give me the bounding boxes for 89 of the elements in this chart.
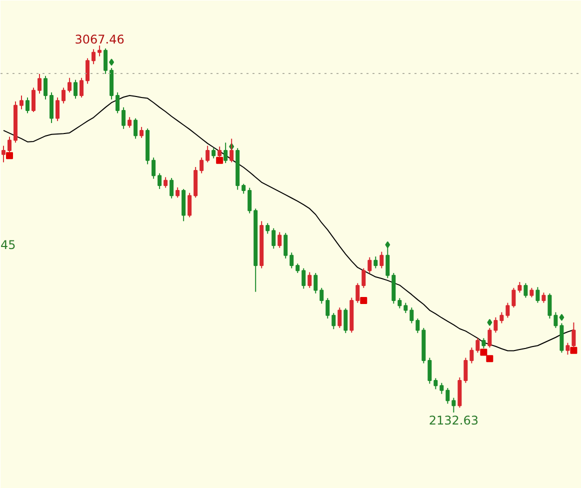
candlestick: [434, 378, 438, 390]
candlestick: [326, 298, 330, 320]
candlestick: [50, 92, 54, 124]
candlestick: [176, 186, 180, 198]
candlestick: [224, 142, 228, 164]
candlestick: [542, 292, 546, 304]
candlestick: [284, 232, 288, 259]
candlestick: [494, 316, 498, 334]
candlestick: [524, 282, 528, 298]
point: [487, 318, 492, 326]
candlestick: [512, 287, 516, 308]
candlestick: [554, 312, 558, 328]
candlestick: [92, 48, 96, 65]
candlestick: [428, 357, 432, 384]
candlestick: [122, 106, 126, 130]
candlestick: [242, 183, 246, 194]
candlestick: [80, 77, 84, 98]
candlestick: [266, 222, 270, 234]
candlestick: [74, 79, 78, 100]
candlestick: [380, 251, 384, 269]
candlestick: [368, 256, 372, 274]
candlestick: [26, 97, 30, 114]
candlestick: [482, 338, 486, 349]
candlestick: [164, 176, 168, 188]
annotation: 2132.63: [428, 414, 478, 428]
candlestick: [62, 87, 66, 104]
candlestick: [206, 145, 210, 163]
point: [360, 296, 368, 304]
candlestick: [530, 287, 534, 298]
candlestick: [356, 282, 360, 304]
candlestick: [86, 58, 90, 84]
candlestick: [488, 327, 492, 348]
candlestick: [278, 232, 282, 248]
point: [6, 152, 14, 160]
annotation: 45: [0, 238, 16, 252]
point: [109, 58, 114, 66]
candlestick: [404, 302, 408, 314]
point: [216, 156, 224, 164]
candlestick: [68, 77, 72, 93]
candlestick: [56, 97, 60, 122]
candlestick: [344, 308, 348, 334]
candlestick: [452, 397, 456, 413]
candlestick: [2, 145, 6, 163]
candlestick: [308, 272, 312, 288]
candlestick: [272, 228, 276, 250]
candlestick: [548, 292, 552, 320]
candlestick: [536, 286, 540, 304]
candlestick: [44, 75, 48, 100]
candlestick: [290, 252, 294, 269]
annotation: 3067.46: [74, 32, 124, 46]
candlestick: [116, 92, 120, 114]
point: [486, 355, 494, 362]
candlestick: [248, 187, 252, 214]
candlestick: [518, 282, 522, 294]
candlestick: [200, 157, 204, 174]
candlestick: [338, 307, 342, 328]
candlestick: [20, 95, 24, 110]
candlestick: [320, 287, 324, 304]
candlestick: [314, 272, 318, 294]
candlestick: [140, 126, 144, 138]
candlestick: [446, 388, 450, 404]
candlestick: [170, 177, 174, 199]
point: [559, 314, 564, 321]
candlestick: [188, 192, 192, 218]
candlestick: [362, 268, 366, 288]
candlestick: [470, 347, 474, 364]
candlestick: [476, 338, 480, 354]
candlestick: [134, 118, 138, 140]
candlestick: [566, 342, 570, 356]
candlestick: [158, 172, 162, 190]
candlestick: [302, 268, 306, 290]
candlestick: [440, 382, 444, 394]
point: [570, 346, 578, 354]
candlestick: [500, 312, 504, 324]
candlestick: [38, 73, 42, 94]
candlestick: [506, 302, 510, 318]
candlestick: [416, 318, 420, 334]
candlestick: [296, 263, 300, 274]
candlestick: [464, 357, 468, 384]
candlestick: [374, 256, 378, 269]
candlestick: [332, 312, 336, 330]
candlestick: [128, 116, 132, 128]
candlestick: [398, 298, 402, 309]
point: [480, 348, 488, 356]
candlestick: [98, 45, 102, 57]
candlestick: [212, 148, 216, 159]
candlestick: [152, 157, 156, 180]
candlestick: [32, 87, 36, 113]
candlestick: [410, 307, 414, 324]
